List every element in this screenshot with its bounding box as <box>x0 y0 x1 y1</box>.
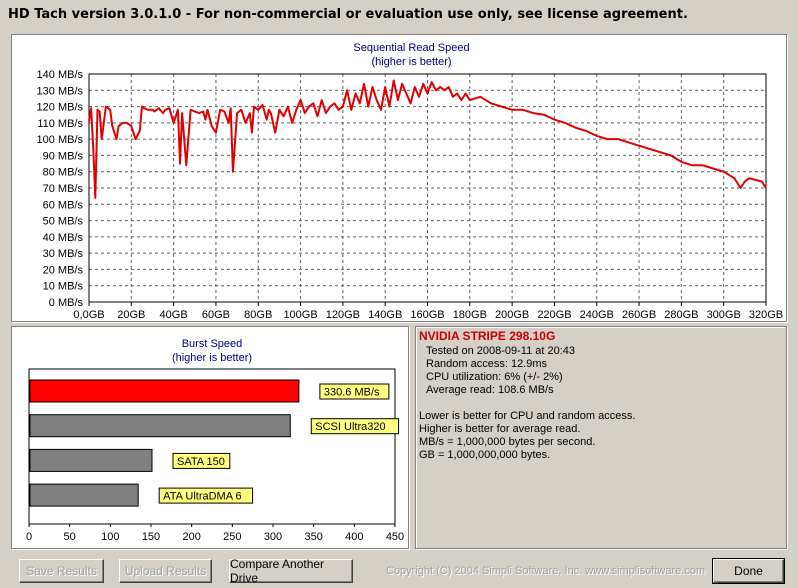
burst-subtitle: (higher is better) <box>172 352 252 364</box>
burst-x-tick-label: 50 <box>64 531 76 543</box>
y-tick-label: 20 MB/s <box>43 264 84 276</box>
burst-title: Burst Speed <box>182 338 243 350</box>
save-results-button[interactable]: Save Results <box>19 559 104 583</box>
y-tick-label: 30 MB/s <box>43 248 84 260</box>
bar-label: 330.6 MB/s <box>324 387 380 399</box>
x-tick-label: 140GB <box>368 309 402 321</box>
y-tick-label: 10 MB/s <box>43 281 84 293</box>
bar-label-box <box>172 452 231 469</box>
x-tick-label: 100GB <box>283 309 317 321</box>
note-mbs-definition: MB/s = 1,000,000 bytes per second. <box>419 436 596 448</box>
burst-x-tick-label: 100 <box>101 531 119 543</box>
y-tick-label: 0 MB/s <box>49 297 84 309</box>
y-tick-label: 110 MB/s <box>37 118 83 130</box>
x-tick-label: 280GB <box>664 309 698 321</box>
sequential-read-panel: Sequential Read Speed (higher is better) 0… <box>11 34 787 322</box>
drive-name: NVIDIA STRIPE 298.10G <box>419 329 556 343</box>
drive-info-panel: NVIDIA STRIPE 298.10G Tested on 2008-09-… <box>415 326 787 549</box>
burst-speed-chart: Burst Speed (higher is better) 330.6 MB/s S… <box>26 338 404 543</box>
y-tick-label: 130 MB/s <box>37 85 84 97</box>
burst-speed-panel: Burst Speed (higher is better) 330.6 MB/s S… <box>11 326 409 549</box>
x-tick-label: 260GB <box>622 309 656 321</box>
note-lower-better: Lower is better for CPU and random acces… <box>419 410 636 422</box>
note-higher-better: Higher is better for average read. <box>419 423 581 435</box>
average-read-text: Average read: 108.6 MB/s <box>426 384 554 396</box>
x-tick-label: 320GB <box>749 309 783 321</box>
bar-label: SATA 150 <box>177 456 225 468</box>
bar-label: ATA UltraDMA 6 <box>163 491 241 503</box>
x-tick-label: 180GB <box>453 309 487 321</box>
note-gb-definition: GB = 1,000,000,000 bytes. <box>419 449 551 461</box>
y-tick-label: 100 MB/s <box>37 134 84 146</box>
title-bar: HD Tach version 3.0.1.0 - For non-commer… <box>0 0 798 30</box>
x-tick-label: 60GB <box>202 309 230 321</box>
comparison-bar <box>29 448 153 472</box>
x-tick-label: 40GB <box>160 309 188 321</box>
y-tick-label: 80 MB/s <box>43 167 84 179</box>
x-tick-label: 120GB <box>326 309 360 321</box>
y-tick-label: 90 MB/s <box>43 150 84 162</box>
x-tick-label: 220GB <box>537 309 571 321</box>
burst-x-tick-label: 200 <box>182 531 200 543</box>
bar-label: SCSI Ultra320 <box>315 421 385 433</box>
random-access-text: Random access: 12.9ms <box>426 358 548 370</box>
burst-bar <box>29 379 300 403</box>
read-speed-line <box>88 79 767 199</box>
cpu-utilization-text: CPU utilization: 6% (+/- 2%) <box>426 371 563 383</box>
burst-x-tick-label: 400 <box>345 531 363 543</box>
x-tick-label: 0,0GB <box>73 309 104 321</box>
y-tick-label: 40 MB/s <box>43 232 84 244</box>
y-tick-label: 140 MB/s <box>37 69 84 81</box>
burst-x-tick-label: 450 <box>386 531 404 543</box>
x-tick-label: 200GB <box>495 309 529 321</box>
x-tick-label: 20GB <box>117 309 145 321</box>
y-tick-label: 120 MB/s <box>37 102 84 114</box>
chart-subtitle: (higher is better) <box>371 56 451 68</box>
copyright-text: Copyright (C) 2004 Simpli Software, Inc.… <box>386 565 706 577</box>
x-tick-label: 80GB <box>244 309 272 321</box>
y-tick-label: 50 MB/s <box>43 216 84 228</box>
x-tick-label: 240GB <box>580 309 614 321</box>
x-tick-label: 300GB <box>707 309 741 321</box>
compare-another-drive-button[interactable]: Compare Another Drive <box>229 557 353 585</box>
bar-label-box <box>319 383 390 400</box>
y-tick-label: 60 MB/s <box>43 199 84 211</box>
tested-on-text: Tested on 2008-09-11 at 20:43 <box>426 345 576 357</box>
x-tick-label: 160GB <box>410 309 444 321</box>
bar-label-box <box>158 487 254 504</box>
chart-title: Sequential Read Speed <box>353 42 469 54</box>
burst-x-tick-label: 350 <box>304 531 322 543</box>
burst-x-tick-label: 0 <box>26 531 32 543</box>
comparison-bar <box>29 483 139 507</box>
burst-x-tick-label: 300 <box>264 531 282 543</box>
burst-x-tick-label: 150 <box>142 531 160 543</box>
comparison-bar <box>29 414 291 438</box>
upload-results-button[interactable]: Upload Results <box>119 559 212 583</box>
y-tick-label: 70 MB/s <box>43 183 84 195</box>
window-title: HD Tach version 3.0.1.0 - For non-commer… <box>8 7 688 22</box>
done-button[interactable]: Done <box>712 558 785 584</box>
bar-label-box <box>310 418 400 435</box>
burst-x-tick-label: 250 <box>223 531 241 543</box>
sequential-read-chart: Sequential Read Speed (higher is better) 0… <box>37 42 784 321</box>
